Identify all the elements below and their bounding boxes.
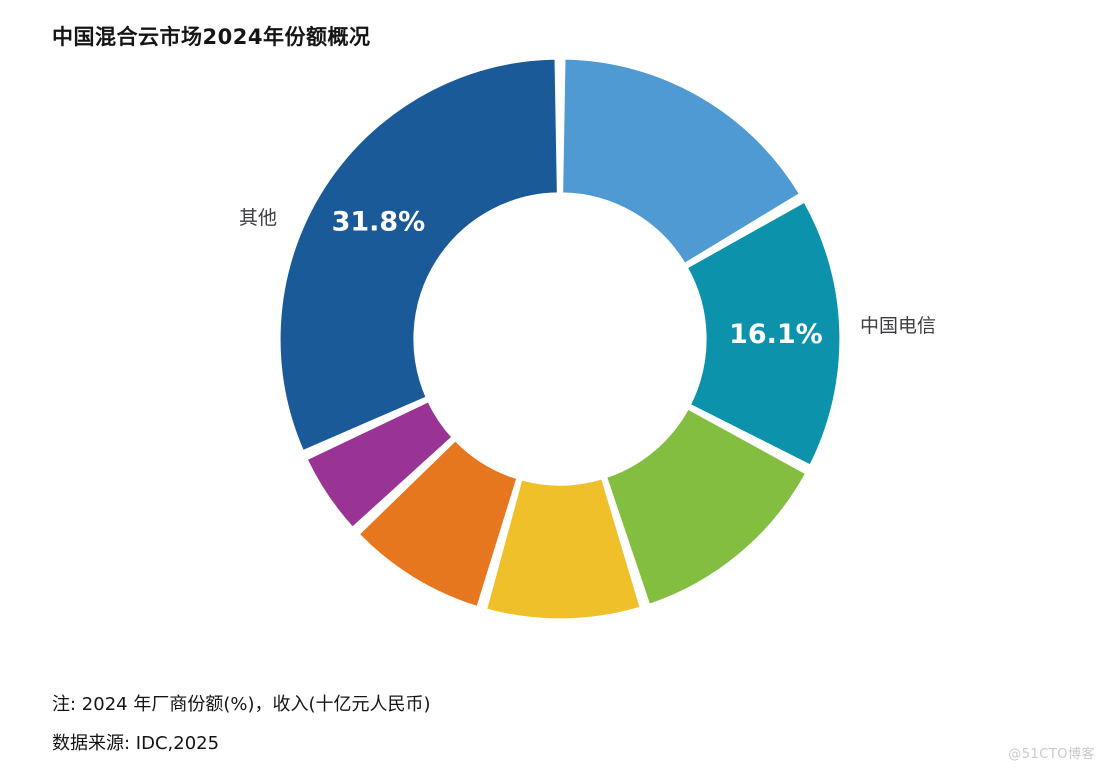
chart-title: 中国混合云市场2024年份额概况 — [52, 25, 371, 49]
donut-slice-1-中国电信 — [686, 201, 841, 466]
donut-slice-3 — [485, 478, 641, 620]
slice-name-label-china-telecom: 中国电信 — [860, 315, 937, 337]
chart-footnotes: 注: 2024 年厂商份额(%)，收入(十亿元人民币) 数据来源: IDC,20… — [52, 685, 431, 763]
donut-slice-4 — [358, 439, 518, 608]
slice-percent-label-6: 31.8% — [332, 207, 426, 238]
donut-slice-6-其他 — [279, 58, 559, 452]
donut-slice-5 — [306, 401, 453, 528]
chart-source: 数据来源: IDC,2025 — [52, 733, 220, 754]
donut-slice-0 — [561, 58, 801, 265]
watermark: @51CTO博客 — [1008, 747, 1095, 762]
slice-percent-label-1: 16.1% — [729, 319, 823, 350]
donut-slice-2 — [605, 408, 807, 606]
slice-name-label-others: 其他 — [239, 207, 278, 229]
chart-note: 注: 2024 年厂商份额(%)，收入(十亿元人民币) — [52, 694, 431, 715]
